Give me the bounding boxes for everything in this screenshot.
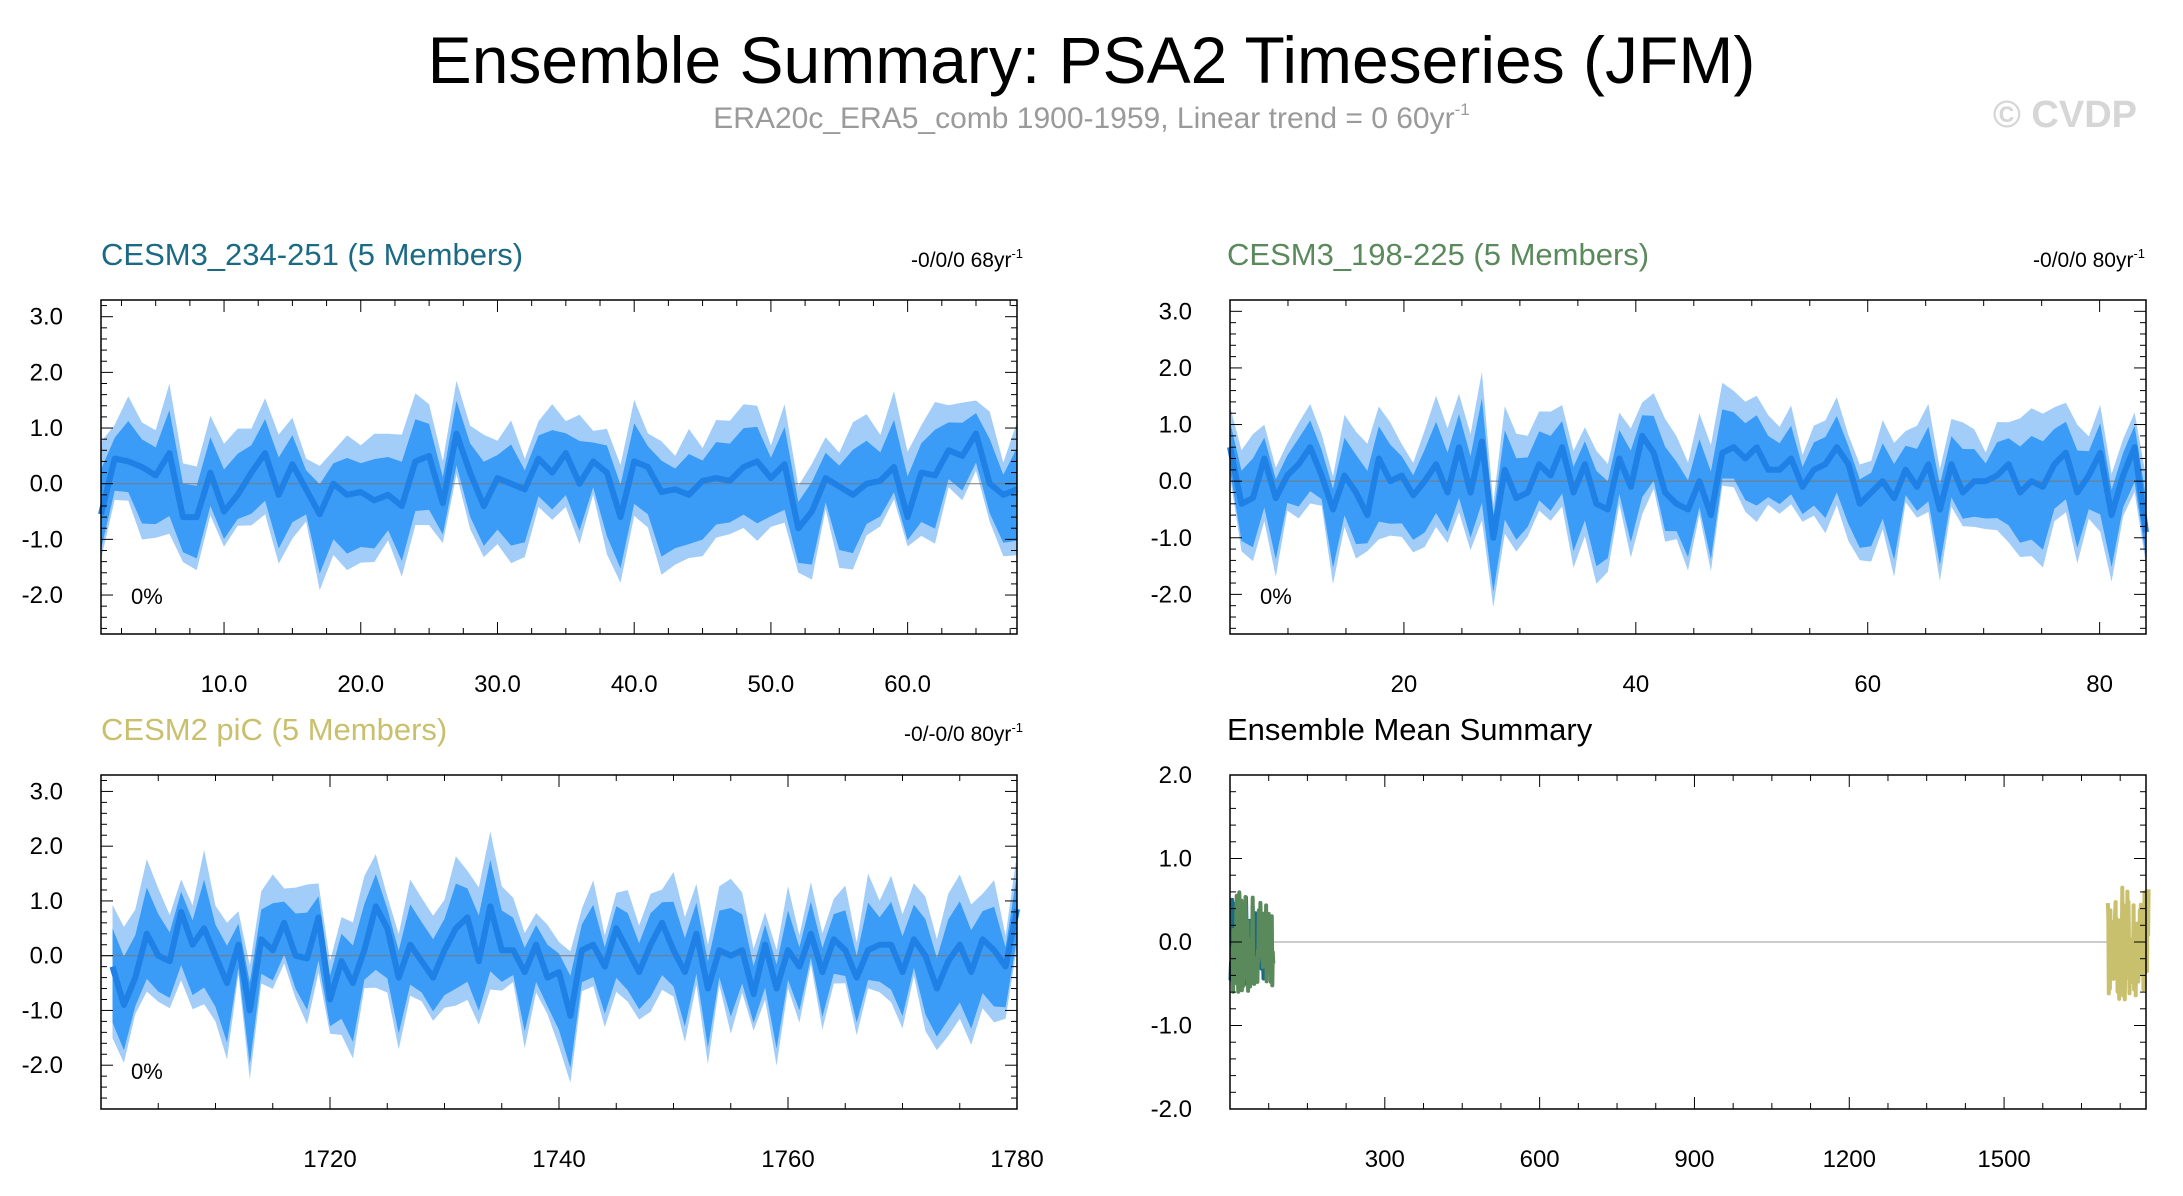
y-tick-label: 3.0 [30, 304, 63, 331]
ensemble-spread-band [112, 859, 1017, 1068]
y-tick-label: -2.0 [1151, 1096, 1192, 1123]
x-tick-label: 40.0 [611, 671, 658, 698]
x-tick-label: 40 [1622, 671, 1649, 698]
plot-panel-3: 2.0 1.0 0.0 -1.0 -2.0 300 600 900 1200 1500 [1151, 762, 2151, 1173]
y-tick-label: -1.0 [22, 526, 63, 553]
x-tick-label: 300 [1365, 1146, 1405, 1173]
ensemble-mean-line [1227, 432, 2149, 541]
y-tick-label: 2.0 [1159, 355, 1192, 382]
y-tick-label: -2.0 [22, 582, 63, 609]
ensemble-mean-line [109, 903, 1020, 1019]
y-tick-label: -1.0 [1151, 1013, 1192, 1040]
x-tick-label: 50.0 [748, 671, 795, 698]
x-tick-label: 1500 [1977, 1146, 2030, 1173]
series-cesm3-198-225 [1230, 890, 1276, 994]
y-tick-label: 0.0 [30, 471, 63, 498]
y-tick-label: -2.0 [22, 1052, 63, 1079]
x-tick-label: 20 [1391, 671, 1418, 698]
x-tick-label: 600 [1520, 1146, 1560, 1173]
y-tick-label: -1.0 [22, 997, 63, 1024]
cvdp-watermark: © CVDP [1992, 94, 2137, 136]
percent-label: 0% [1260, 584, 1292, 609]
trend-text: -0/0/0 80yr [2033, 249, 2134, 272]
trend-sup: -1 [1011, 246, 1023, 261]
y-tick-label: 1.0 [30, 888, 63, 915]
plot-frame [100, 299, 1018, 635]
trend-text: -0/-0/0 80yr [904, 723, 1012, 746]
y-tick-label: 2.0 [30, 359, 63, 386]
x-tick-label: 80 [2086, 671, 2113, 698]
y-tick-label: 3.0 [30, 778, 63, 805]
panel-title-ensemble-mean: Ensemble Mean Summary [1227, 712, 1593, 747]
panel-trend-cesm3-234: -0/0/0 68yr-1 [911, 246, 1023, 273]
x-tick-label: 1740 [532, 1146, 585, 1173]
plot-frame [1229, 299, 2147, 635]
percent-label: 0% [131, 584, 163, 609]
x-tick-label: 60.0 [884, 671, 931, 698]
subtitle-superscript: -1 [1454, 100, 1470, 119]
y-tick-label: -1.0 [1151, 525, 1192, 552]
y-tick-label: 1.0 [30, 415, 63, 442]
x-tick-label: 60 [1854, 671, 1881, 698]
y-tick-label: 0.0 [30, 943, 63, 970]
x-tick-label: 20.0 [337, 671, 384, 698]
series-cesm2-pic [2105, 885, 2151, 1002]
y-tick-label: 0.0 [1159, 468, 1192, 495]
plot-panel-0: 3.0 2.0 1.0 0.0 -1.0 -2.0 10.0 20.0 30.0 40.0 50.0… [22, 299, 1019, 698]
x-tick-label: 30.0 [474, 671, 521, 698]
y-tick-label: 2.0 [1159, 762, 1192, 789]
x-tick-label: 1200 [1823, 1146, 1876, 1173]
trend-text: -0/0/0 68yr [911, 249, 1012, 272]
ensemble-mean-line [98, 430, 1019, 532]
x-tick-label: 10.0 [201, 671, 248, 698]
panel-title-cesm2-pic: CESM2 piC (5 Members) [101, 712, 448, 747]
y-tick-label: 2.0 [30, 833, 63, 860]
trend-sup: -1 [1011, 720, 1023, 735]
page-title: Ensemble Summary: PSA2 Timeseries (JFM) [427, 23, 1756, 97]
panel-trend-cesm2-pic: -0/-0/0 80yr-1 [904, 720, 1023, 747]
plot-panel-1: 3.0 2.0 1.0 0.0 -1.0 -2.0 20 40 60 80 0% [1151, 298, 2149, 698]
percent-label: 0% [131, 1059, 163, 1084]
x-tick-label: 900 [1674, 1146, 1714, 1173]
y-tick-label: -2.0 [1151, 581, 1192, 608]
y-tick-label: 0.0 [1159, 929, 1192, 956]
panel-title-cesm3-234: CESM3_234-251 (5 Members) [101, 237, 524, 272]
trend-sup: -1 [2133, 246, 2145, 261]
panel-title-cesm3-198: CESM3_198-225 (5 Members) [1227, 237, 1650, 272]
panel-trend-cesm3-198: -0/0/0 80yr-1 [2033, 246, 2145, 273]
x-tick-label: 1780 [990, 1146, 1043, 1173]
subtitle: ERA20c_ERA5_comb 1900-1959, Linear trend… [0, 100, 2183, 136]
x-tick-label: 1720 [303, 1146, 356, 1173]
plot-panel-2: 3.0 2.0 1.0 0.0 -1.0 -2.0 1720 1740 1760 1780 0% [22, 774, 1044, 1173]
y-tick-label: 3.0 [1159, 298, 1192, 325]
x-tick-label: 1760 [761, 1146, 814, 1173]
y-tick-label: 1.0 [1159, 412, 1192, 439]
subtitle-text: ERA20c_ERA5_comb 1900-1959, Linear trend… [713, 102, 1455, 135]
y-tick-label: 1.0 [1159, 846, 1192, 873]
ensemble-spread-band [101, 400, 1017, 574]
